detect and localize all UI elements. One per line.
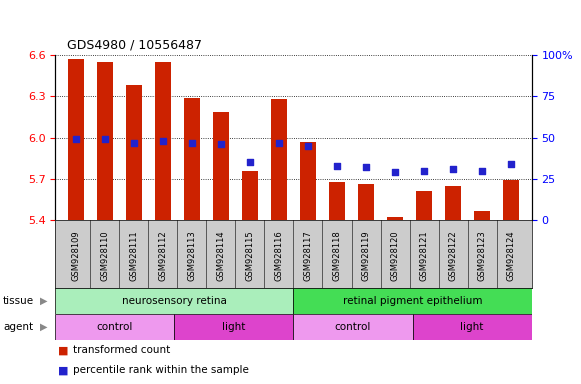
Text: light: light — [222, 322, 246, 332]
Text: tissue: tissue — [3, 296, 34, 306]
Bar — [358, 184, 374, 220]
Text: transformed count: transformed count — [73, 345, 170, 355]
Text: retinal pigment epithelium: retinal pigment epithelium — [343, 296, 482, 306]
Point — [303, 143, 313, 149]
Text: GSM928117: GSM928117 — [303, 230, 313, 281]
Point — [449, 166, 458, 172]
Bar — [503, 180, 519, 220]
Text: neurosensory retina: neurosensory retina — [122, 296, 227, 306]
Text: GSM928112: GSM928112 — [158, 230, 167, 281]
Point — [507, 161, 516, 167]
Bar — [155, 62, 171, 220]
Bar — [271, 99, 287, 220]
Bar — [413, 314, 532, 340]
Point — [187, 139, 196, 146]
Text: GSM928123: GSM928123 — [478, 230, 487, 281]
Bar — [387, 217, 403, 220]
Text: ▶: ▶ — [40, 322, 47, 332]
Bar — [445, 186, 461, 220]
Text: GSM928122: GSM928122 — [449, 230, 458, 281]
Bar — [125, 85, 142, 220]
Bar — [300, 142, 316, 220]
Bar — [474, 210, 490, 220]
Text: GSM928113: GSM928113 — [187, 230, 196, 281]
Text: GSM928118: GSM928118 — [332, 230, 342, 281]
Text: ■: ■ — [58, 365, 69, 375]
Bar — [293, 288, 532, 314]
Bar — [242, 170, 258, 220]
Text: GSM928110: GSM928110 — [100, 230, 109, 281]
Point — [419, 167, 429, 174]
Bar — [184, 98, 200, 220]
Point — [216, 141, 225, 147]
Point — [361, 164, 371, 170]
Text: percentile rank within the sample: percentile rank within the sample — [73, 365, 249, 375]
Text: GSM928116: GSM928116 — [274, 230, 284, 281]
Bar — [293, 314, 413, 340]
Bar — [213, 111, 229, 220]
Text: control: control — [335, 322, 371, 332]
Text: GSM928124: GSM928124 — [507, 230, 516, 281]
Point — [332, 163, 342, 169]
Text: GSM928115: GSM928115 — [245, 230, 254, 281]
Point — [129, 139, 138, 146]
Text: GDS4980 / 10556487: GDS4980 / 10556487 — [67, 38, 202, 51]
Point — [245, 159, 254, 166]
Text: GSM928121: GSM928121 — [419, 230, 429, 281]
Point — [390, 169, 400, 175]
Text: ▶: ▶ — [40, 296, 47, 306]
Text: control: control — [96, 322, 133, 332]
Text: light: light — [460, 322, 484, 332]
Point — [478, 167, 487, 174]
Text: ■: ■ — [58, 345, 69, 355]
Text: GSM928111: GSM928111 — [129, 230, 138, 281]
Text: GSM928119: GSM928119 — [361, 230, 371, 281]
Text: GSM928109: GSM928109 — [71, 230, 80, 281]
Bar — [67, 59, 84, 220]
Bar — [416, 191, 432, 220]
Text: GSM928120: GSM928120 — [390, 230, 400, 281]
Bar — [55, 288, 293, 314]
Bar — [55, 314, 174, 340]
Point — [274, 139, 284, 146]
Text: GSM928114: GSM928114 — [216, 230, 225, 281]
Point — [71, 136, 80, 142]
Point — [100, 136, 109, 142]
Text: agent: agent — [3, 322, 33, 332]
Point — [158, 138, 167, 144]
Bar — [174, 314, 293, 340]
Bar — [329, 182, 345, 220]
Bar — [96, 62, 113, 220]
